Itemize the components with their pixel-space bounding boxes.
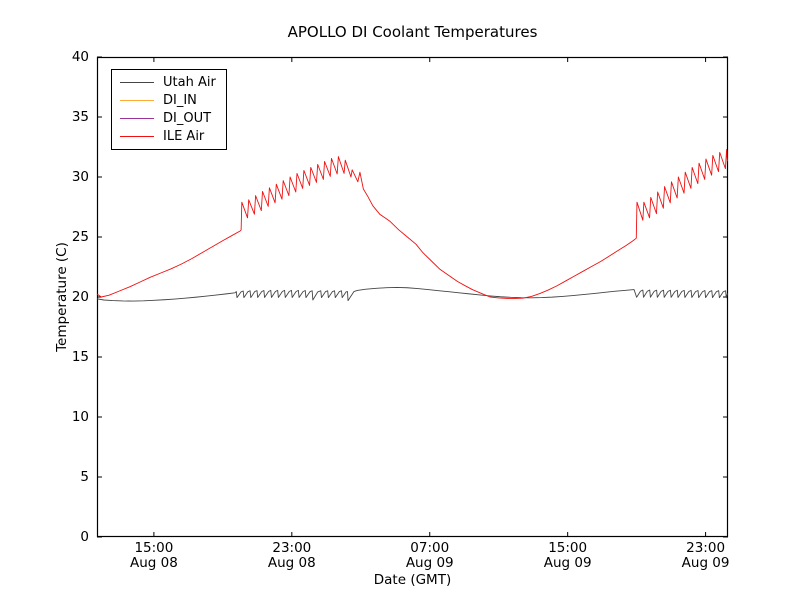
x-tick-label-line: 23:00 [686,540,726,556]
legend-item: DI_OUT [120,110,216,127]
legend-item: Utah Air [120,74,216,91]
chart-title: APOLLO DI Coolant Temperatures [287,23,538,41]
y-tick-label: 5 [80,469,89,485]
legend-label: Utah Air [163,75,216,90]
y-tick-label: 10 [71,409,89,425]
x-tick-label-line: Aug 08 [267,555,316,571]
x-axis-label: Date (GMT) [373,572,452,588]
x-tick-label: 15:00 Aug 09 [532,541,604,571]
x-tick-label: 15:00 Aug 08 [118,541,190,571]
y-tick-label: 15 [71,349,89,365]
y-tick-label: 30 [71,169,89,185]
x-tick-label-line: Aug 08 [129,555,178,571]
x-tick-label-line: 15:00 [548,540,588,556]
x-tick-label-line: 07:00 [410,540,450,556]
x-tick-label: 23:00 Aug 09 [670,541,742,571]
legend-line-sample [120,118,154,119]
x-tick-label-line: 15:00 [134,540,174,556]
x-tick-label-line: 23:00 [272,540,312,556]
legend-item: DI_IN [120,92,216,109]
x-tick-label-line: Aug 09 [681,555,730,571]
legend-label: ILE Air [163,129,205,144]
legend-line-sample [120,82,154,83]
x-tick-label-line: Aug 09 [543,555,592,571]
legend-box: Utah Air DI_IN DI_OUT ILE Air [111,69,227,150]
legend-line-sample [120,136,154,137]
legend-line-sample [120,100,154,101]
legend-item: ILE Air [120,128,216,145]
legend-label: DI_IN [163,93,197,108]
y-tick-label: 40 [71,49,89,65]
x-tick-label-line: Aug 09 [405,555,454,571]
y-tick-label: 0 [80,529,89,545]
x-tick-label: 07:00 Aug 09 [394,541,466,571]
y-tick-label: 35 [71,109,89,125]
y-tick-label: 20 [71,289,89,305]
series-line-utah-air [96,286,728,302]
legend-label: DI_OUT [163,111,212,126]
series-line-ile-air [96,148,728,299]
y-tick-label: 25 [71,229,89,245]
x-tick-label: 23:00 Aug 08 [256,541,328,571]
